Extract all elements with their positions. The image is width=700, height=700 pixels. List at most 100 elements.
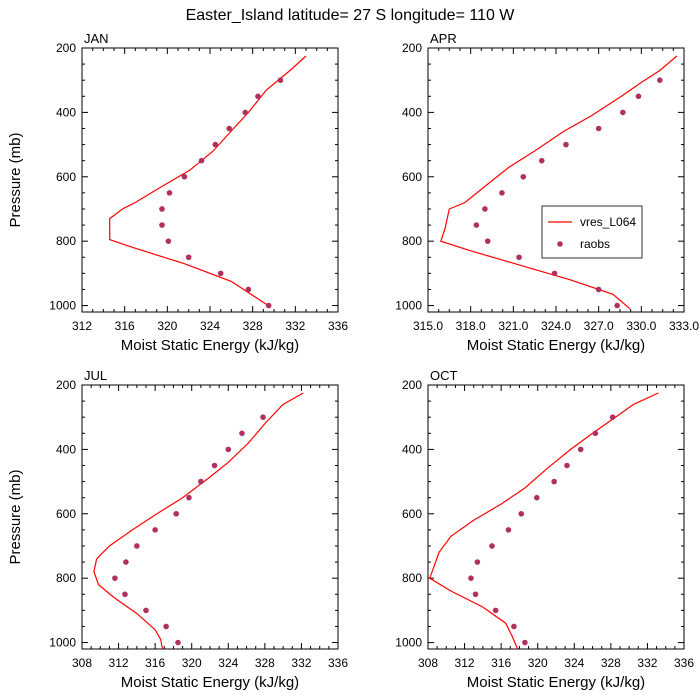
plot-frame — [427, 384, 685, 650]
x-tick-label: 332 — [285, 319, 305, 333]
data-point-raobs — [242, 109, 248, 116]
chart-panel-jan: JAN 312 316 320 324 328 332 336 200 400 600 800 1000… — [7, 31, 348, 354]
data-point-raobs — [595, 125, 602, 132]
data-point-raobs — [489, 543, 495, 549]
x-axis-label: Moist Static Energy (kJ/kg) — [467, 337, 645, 354]
x-tick-label: 327.0 — [584, 319, 614, 333]
x-tick-label: 320 — [157, 319, 177, 333]
x-tick-label: 312 — [109, 656, 129, 670]
x-axis-label: Moist Static Energy (kJ/kg) — [121, 674, 299, 691]
data-point-raobs — [198, 478, 204, 485]
y-tick-label: 200 — [56, 378, 76, 392]
data-point-raobs — [499, 190, 505, 196]
y-tick-label: 600 — [402, 507, 422, 521]
data-point-raobs — [152, 527, 158, 533]
data-point-raobs — [551, 270, 558, 277]
y-axis-label: Pressure (mb) — [7, 132, 24, 227]
x-tick-label: 336 — [674, 656, 694, 670]
y-tick-label: 200 — [402, 378, 422, 392]
y-tick-label: 600 — [56, 170, 76, 184]
data-point-raobs — [265, 302, 272, 309]
y-tick-label: 800 — [402, 234, 422, 248]
data-point-raobs — [520, 173, 527, 180]
x-tick-label: 320 — [528, 656, 548, 670]
series-line-vres-l064 — [429, 392, 659, 650]
x-tick-label: 332 — [637, 656, 657, 670]
data-point-raobs — [123, 559, 129, 565]
x-tick-label: 312 — [455, 656, 475, 670]
data-point-raobs — [211, 462, 218, 469]
data-point-raobs — [255, 93, 261, 100]
panel-label: OCT — [430, 368, 458, 383]
y-tick-label: 600 — [402, 170, 422, 184]
data-point-raobs — [511, 623, 517, 630]
series-line-vres-l064 — [440, 55, 678, 310]
x-tick-label: 316 — [145, 656, 165, 670]
data-point-raobs — [225, 446, 232, 453]
data-point-raobs — [635, 93, 642, 100]
data-point-raobs — [472, 591, 479, 598]
x-tick-label: 330.0 — [626, 319, 656, 333]
series-line-vres-l064 — [109, 55, 307, 308]
y-tick-label: 1000 — [395, 299, 422, 313]
data-point-raobs — [245, 286, 252, 293]
data-point-raobs — [277, 77, 284, 83]
data-point-raobs — [577, 446, 584, 453]
y-tick-label: 200 — [56, 41, 76, 55]
x-tick-label: 332 — [291, 656, 311, 670]
x-tick-label: 328 — [255, 656, 275, 670]
data-point-raobs — [166, 190, 173, 196]
x-tick-label: 336 — [328, 319, 348, 333]
data-point-raobs — [134, 543, 140, 549]
chart-panel-apr: APR 315.0 318.0 321.0 324.0 327.0 330.0 333.0 20… — [395, 31, 699, 354]
y-tick-label: 400 — [56, 105, 76, 119]
y-tick-label: 400 — [56, 442, 76, 456]
x-tick-label: 328 — [601, 656, 621, 670]
data-point-raobs — [468, 575, 474, 581]
data-point-raobs — [492, 607, 499, 614]
data-point-raobs — [518, 510, 525, 517]
legend-marker-swatch — [557, 241, 563, 247]
data-point-raobs — [112, 575, 118, 581]
x-tick-label: 315.0 — [413, 319, 443, 333]
x-tick-label: 328 — [243, 319, 263, 333]
y-tick-label: 1000 — [49, 299, 76, 313]
y-tick-label: 800 — [56, 234, 76, 248]
data-point-raobs — [474, 559, 481, 565]
data-point-raobs — [551, 478, 557, 485]
x-tick-label: 324 — [564, 656, 584, 670]
x-tick-label: 308 — [418, 656, 438, 670]
plot-frame — [81, 384, 339, 650]
data-point-raobs — [564, 462, 570, 469]
y-tick-label: 600 — [56, 507, 76, 521]
panel-label: JAN — [84, 31, 109, 46]
data-point-raobs — [534, 494, 540, 501]
panels: JAN 312 316 320 324 328 332 336 200 400 600 800 1000… — [7, 31, 699, 691]
legend-box — [541, 205, 643, 259]
panel-label: JUL — [84, 368, 107, 383]
data-point-raobs — [592, 430, 599, 437]
chart-panel-oct: OCT 308 312 316 320 324 328 332 336 200 400 600 800 1… — [395, 368, 694, 691]
y-tick-label: 200 — [402, 41, 422, 55]
y-tick-label: 400 — [402, 105, 422, 119]
data-point-raobs — [163, 623, 169, 630]
x-tick-label: 324 — [200, 319, 220, 333]
data-point-raobs — [198, 157, 205, 164]
data-point-raobs — [620, 109, 626, 116]
legend-label-raobs: raobs — [580, 237, 610, 251]
data-point-raobs — [212, 141, 219, 148]
series-line-vres-l064 — [93, 392, 304, 650]
data-point-raobs — [538, 157, 545, 164]
data-point-raobs — [159, 222, 165, 228]
data-point-raobs — [614, 302, 620, 309]
x-tick-label: 320 — [182, 656, 202, 670]
plot-frame — [81, 47, 339, 313]
x-axis-label: Moist Static Energy (kJ/kg) — [121, 337, 299, 354]
x-tick-label: 312 — [72, 319, 92, 333]
y-axis-label: Pressure (mb) — [7, 469, 24, 564]
data-point-raobs — [563, 141, 569, 148]
figure-title: Easter_Island latitude= 27 S longitude= … — [186, 7, 516, 24]
x-tick-label: 324.0 — [541, 319, 571, 333]
data-point-raobs — [505, 527, 512, 533]
